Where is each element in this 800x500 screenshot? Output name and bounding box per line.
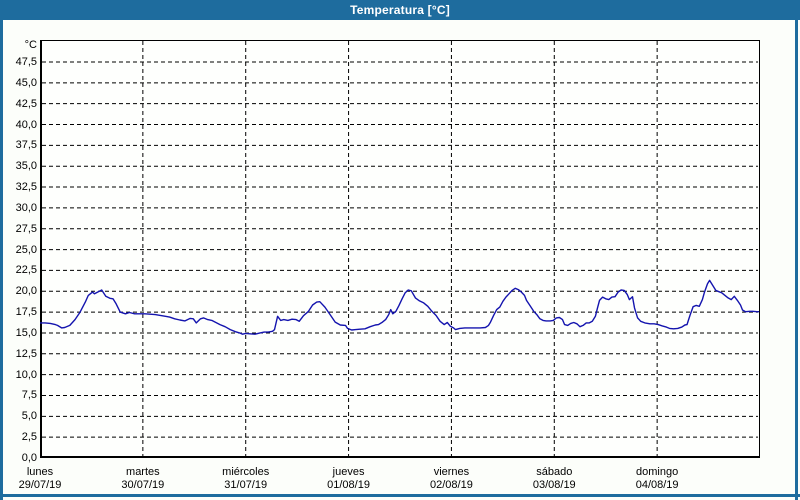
y-axis-unit-label: °C (24, 39, 37, 51)
y-axis-tick-label: 22,5 (15, 264, 37, 277)
y-axis-tick-label: 10,0 (15, 368, 37, 381)
window-frame-right (795, 20, 798, 500)
day-date: 29/07/19 (18, 479, 62, 491)
x-axis-day-label: martes 30/07/19 (91, 465, 195, 492)
day-date: 30/07/19 (121, 479, 165, 491)
x-axis-day-label: sábado 03/08/19 (502, 465, 606, 492)
y-axis-tick-label: 5,0 (21, 410, 37, 423)
day-name: sábado (536, 466, 573, 478)
day-date: 31/07/19 (224, 479, 268, 491)
day-name: martes (126, 466, 160, 478)
plot-area (40, 40, 760, 458)
x-axis-day-label: miércoles 31/07/19 (194, 465, 298, 492)
temperature-line (40, 279, 759, 335)
y-axis-tick-label: 42,5 (15, 97, 37, 110)
day-name: lunes (26, 466, 54, 478)
y-axis-tick-label: 27,5 (15, 222, 37, 235)
day-date: 03/08/19 (532, 479, 576, 491)
x-axis-day-label: lunes 29/07/19 (0, 465, 92, 492)
y-axis-tick-label: 45,0 (15, 76, 37, 89)
window-frame-bottom (0, 494, 800, 497)
y-axis-tick-label: 7,5 (21, 389, 37, 402)
y-axis-tick-label: 40,0 (15, 118, 37, 131)
day-name: jueves (332, 466, 365, 478)
day-name: viernes (433, 466, 470, 478)
day-date: 02/08/19 (430, 479, 473, 491)
y-axis-tick-label: 15,0 (15, 326, 37, 339)
y-axis-tick-label: 37,5 (15, 139, 37, 152)
y-axis-tick-label: 35,0 (15, 160, 37, 173)
plot-background (40, 40, 760, 458)
y-axis-tick-label: 12,5 (15, 347, 37, 360)
y-axis-tick-label: 2,5 (21, 431, 37, 444)
x-axis-day-label: jueves 01/08/19 (297, 465, 401, 492)
y-axis-tick-label: 32,5 (15, 181, 37, 194)
window-frame-left (0, 20, 3, 500)
day-name: domingo (636, 466, 679, 478)
x-axis-day-label: domingo 04/08/19 (605, 465, 709, 492)
day-name: miércoles (222, 466, 270, 478)
y-axis-tick-label: 25,0 (15, 243, 37, 256)
window-title: Temperatura [°C] (350, 3, 450, 17)
y-axis-tick-label: 20,0 (15, 285, 37, 298)
x-axis-day-label: viernes 02/08/19 (399, 465, 503, 492)
window-titlebar[interactable]: Temperatura [°C] (0, 0, 800, 20)
y-axis-tick-label: 0,0 (21, 452, 37, 464)
day-date: 04/08/19 (635, 479, 679, 491)
day-date: 01/08/19 (327, 479, 370, 491)
y-axis-tick-label: 17,5 (15, 306, 37, 319)
y-axis-tick-label: 47,5 (15, 56, 37, 68)
y-axis-tick-label: 30,0 (15, 201, 37, 214)
